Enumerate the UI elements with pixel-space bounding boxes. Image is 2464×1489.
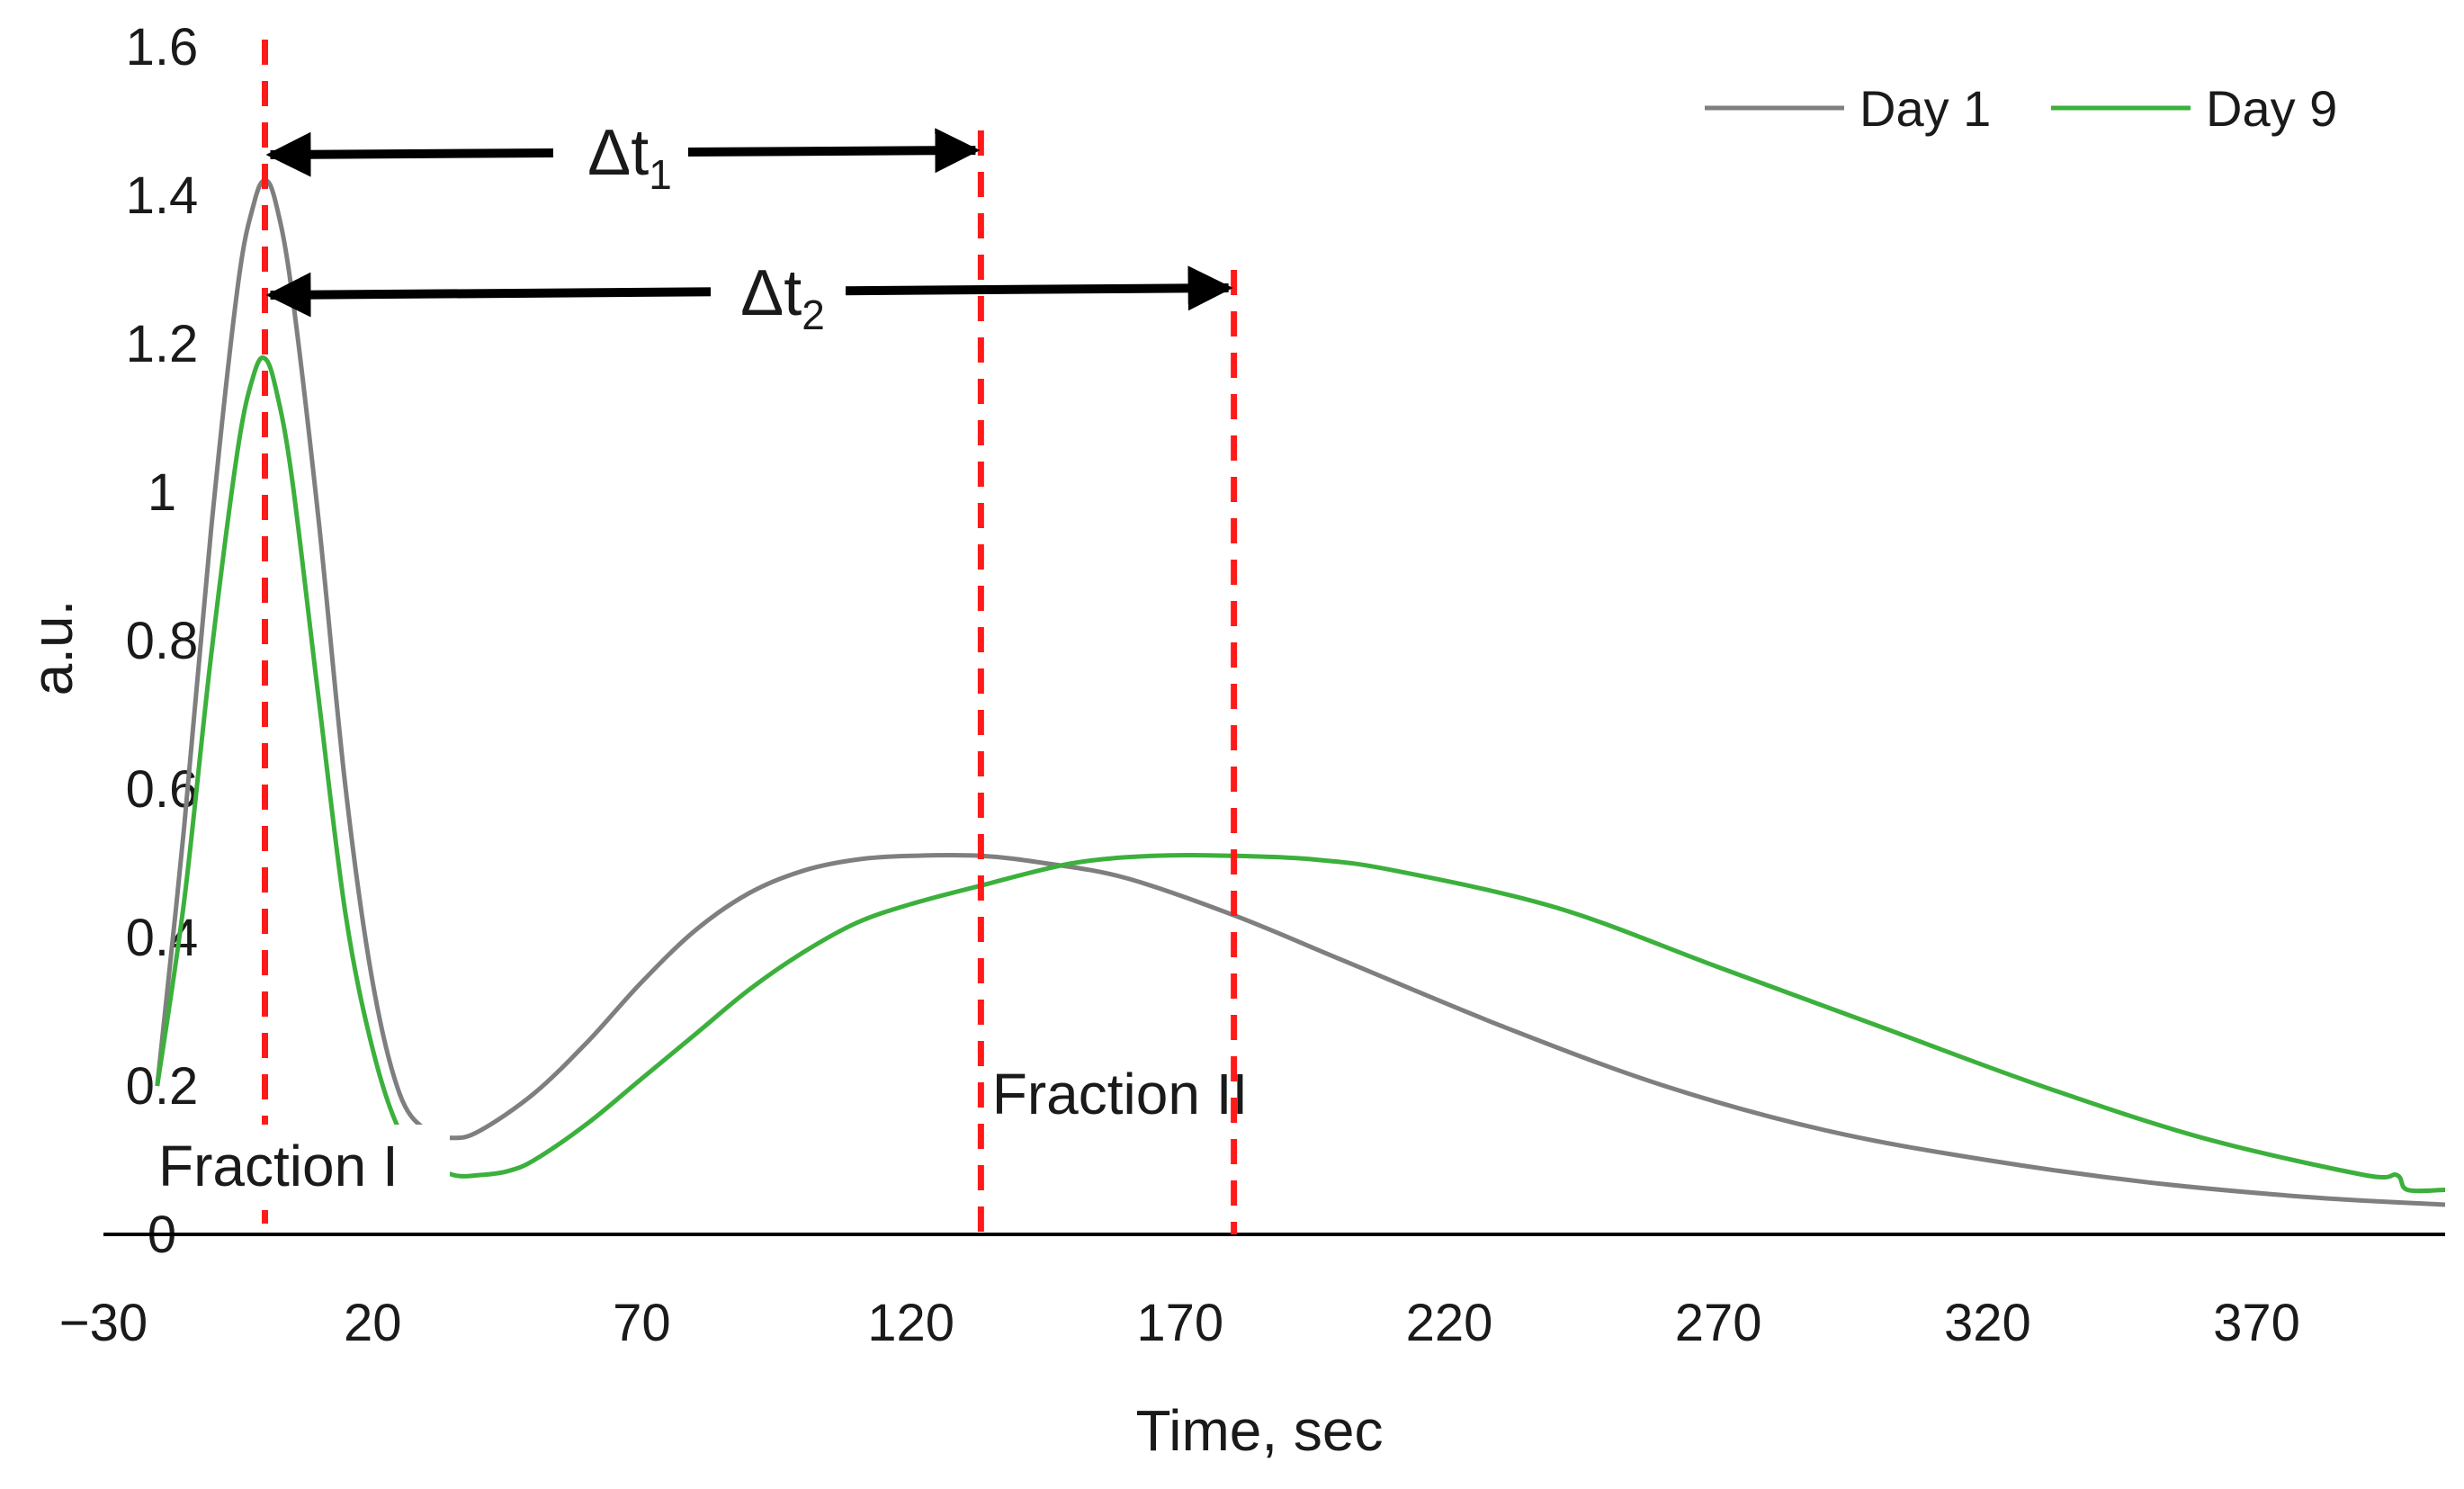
legend-label-day-9: Day 9 xyxy=(2206,80,2337,137)
y-tick-label: 0.4 xyxy=(126,909,199,967)
delta-t1-label-bg xyxy=(553,108,688,198)
fraction-ii-label: Fraction II xyxy=(992,1062,1249,1126)
y-axis-title: a.u. xyxy=(20,600,85,696)
y-tick-label: 1.4 xyxy=(126,166,199,225)
fraction-i-label: Fraction I xyxy=(158,1134,399,1198)
y-tick-label: 1.2 xyxy=(126,315,199,373)
x-tick-labels: −30 20 70 120 170 220 270 320 370 xyxy=(59,1294,2300,1352)
y-tick-label: 0.8 xyxy=(126,612,199,670)
x-tick-label: 320 xyxy=(1944,1294,2031,1352)
delta-t2-label: Δt2 xyxy=(740,257,825,338)
legend-label-day-1: Day 1 xyxy=(1859,80,1991,137)
x-axis-title: Time, sec xyxy=(1136,1398,1384,1463)
legend: Day 1 Day 9 xyxy=(1705,80,2337,137)
delta-t1-label: Δt1 xyxy=(587,117,672,198)
marker-lines xyxy=(262,40,1238,1234)
x-tick-label: 120 xyxy=(867,1294,954,1352)
x-tick-label: 170 xyxy=(1136,1294,1223,1352)
fraction-i-label-bg xyxy=(148,1125,450,1210)
x-tick-label: 20 xyxy=(344,1294,402,1352)
series-layer xyxy=(155,178,2446,1207)
series-line-day-1 xyxy=(155,178,2446,1207)
x-tick-label: 370 xyxy=(2213,1294,2300,1352)
x-tick-label: 270 xyxy=(1675,1294,1762,1352)
y-tick-label: 1.6 xyxy=(126,18,199,76)
x-tick-label: 220 xyxy=(1406,1294,1493,1352)
x-tick-label: −30 xyxy=(59,1294,148,1352)
x-tick-label: 70 xyxy=(613,1294,671,1352)
series-line-day-9 xyxy=(155,355,2446,1194)
y-tick-label: 1 xyxy=(148,463,176,522)
y-tick-labels: 00.20.40.60.811.21.41.6 xyxy=(126,18,199,1264)
delta-t2-label-bg xyxy=(711,247,846,337)
